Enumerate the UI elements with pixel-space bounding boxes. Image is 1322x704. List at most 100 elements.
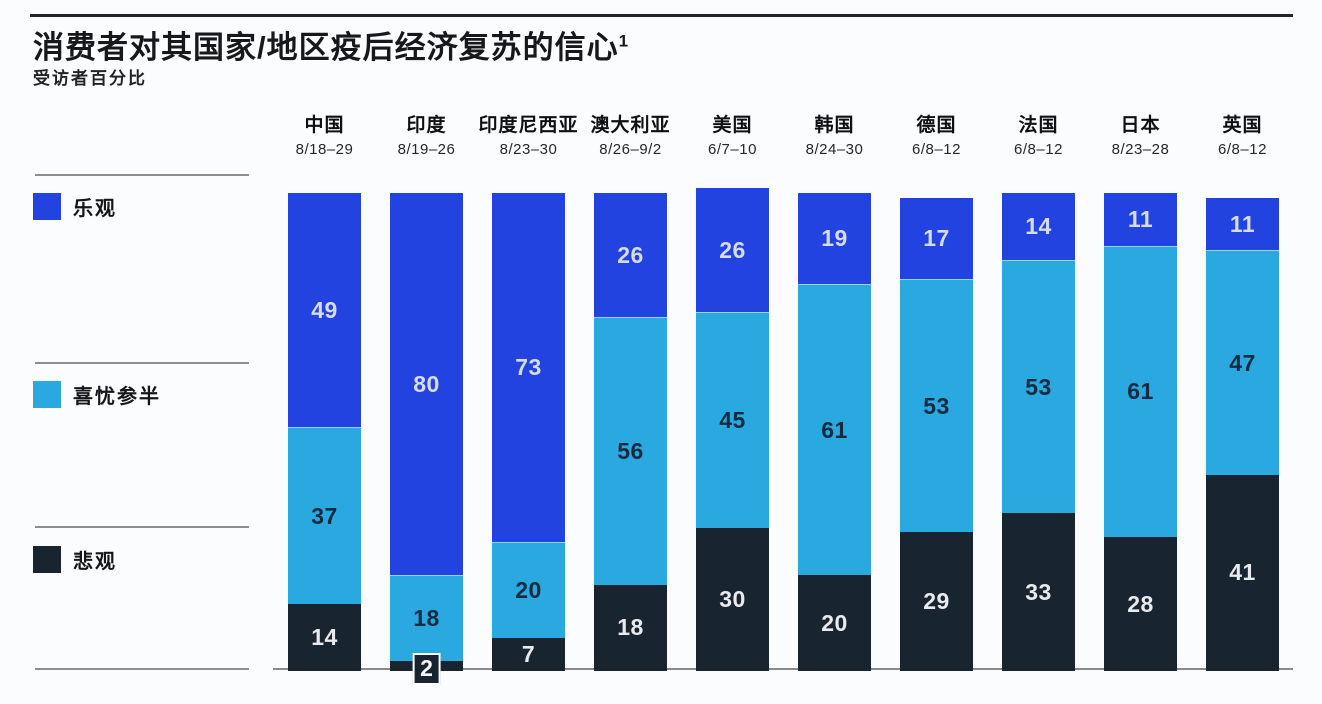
bar-value-label: 20	[515, 576, 542, 603]
bar-value-label: 28	[1127, 590, 1154, 617]
column-header-3: 印度尼西亚 8/23–30	[449, 113, 609, 161]
country-label: 英国	[1222, 115, 1263, 136]
bar-segment-optimistic: 19	[798, 193, 871, 284]
bar-segment-pessimistic: 30	[696, 527, 769, 671]
bar-7: 17 53 29	[900, 197, 973, 671]
bar-value-label: 41	[1229, 559, 1256, 586]
country-label: 德国	[916, 115, 957, 136]
bar-segment-optimistic: 11	[1104, 193, 1177, 246]
bar-value-label: 49	[311, 296, 338, 323]
bar-value-label: 47	[1229, 349, 1256, 376]
top-divider-rule	[30, 14, 1293, 17]
bar-value-label: 26	[617, 241, 644, 268]
bar-6: 19 61 20	[798, 193, 871, 671]
bar-segment-pessimistic: 20	[798, 575, 871, 671]
legend-label-optimistic: 乐观	[73, 198, 117, 220]
survey-date-label: 6/8–12	[1218, 141, 1267, 158]
legend-divider	[35, 668, 249, 670]
bar-value-label: 18	[617, 614, 644, 641]
bar-2: 80 18 2	[390, 193, 463, 685]
column-header-10: 英国 6/8–12	[1163, 113, 1322, 161]
bar-5: 26 45 30	[696, 188, 769, 671]
bar-value-label: 33	[1025, 578, 1052, 605]
bar-9: 11 61 28	[1104, 193, 1177, 671]
country-label: 日本	[1120, 115, 1161, 136]
column-header-6: 韩国 8/24–30	[755, 113, 915, 161]
bar-segment-pessimistic: 41	[1206, 475, 1279, 671]
bar-value-label: 53	[923, 392, 950, 419]
bar-1: 49 37 14	[288, 193, 361, 671]
bar-value-label: 29	[923, 588, 950, 615]
column-header-1: 中国 8/18–29	[245, 113, 405, 161]
country-label: 印度	[406, 115, 447, 136]
bar-value-label: 61	[821, 416, 848, 443]
survey-date-label: 8/26–9/2	[599, 141, 662, 158]
country-label: 澳大利亚	[590, 115, 671, 136]
column-header-5: 美国 6/7–10	[653, 113, 813, 161]
survey-date-label: 8/18–29	[295, 141, 354, 158]
legend-swatch-pessimistic	[33, 546, 61, 573]
bar-value-label: 56	[617, 438, 644, 465]
bar-value-label: 73	[515, 353, 542, 380]
bar-value-label: 14	[1025, 212, 1052, 239]
legend-divider	[35, 362, 249, 364]
survey-date-label: 8/23–28	[1111, 141, 1170, 158]
bar-segment-optimistic: 26	[696, 188, 769, 313]
bar-segment-pessimistic: 28	[1104, 537, 1177, 671]
bar-value-label: 11	[1229, 210, 1256, 237]
column-header-9: 日本 8/23–28	[1061, 113, 1221, 161]
bar-value-label: 26	[719, 236, 746, 263]
bar-segment-mixed: 61	[1104, 245, 1177, 538]
bar-segment-mixed: 61	[798, 283, 871, 576]
bar-segment-optimistic: 49	[288, 193, 361, 428]
bar-value-label: 17	[923, 224, 950, 251]
page-subtitle: 受访者百分比	[33, 69, 147, 88]
bar-segment-optimistic: 80	[390, 193, 463, 576]
bar-value-label: 18	[413, 605, 440, 632]
bar-segment-mixed: 47	[1206, 250, 1279, 475]
bar-value-label: 61	[1127, 378, 1154, 405]
bar-value-badge: 2	[412, 653, 441, 685]
country-label: 美国	[712, 115, 753, 136]
legend-item-optimistic: 乐观	[33, 192, 117, 221]
bar-segment-optimistic: 26	[594, 193, 667, 318]
country-label: 法国	[1018, 115, 1059, 136]
legend-divider	[35, 526, 249, 528]
survey-date-label: 6/8–12	[1014, 141, 1063, 158]
column-header-2: 印度 8/19–26	[347, 113, 507, 161]
legend-label-mixed: 喜忧参半	[73, 386, 161, 408]
bar-segment-mixed: 56	[594, 317, 667, 585]
bar-value-label: 30	[719, 585, 746, 612]
bar-value-label: 45	[719, 407, 746, 434]
bar-segment-optimistic: 14	[1002, 193, 1075, 260]
bar-segment-pessimistic: 29	[900, 532, 973, 671]
bar-segment-pessimistic: 14	[288, 604, 361, 671]
column-header-4: 澳大利亚 8/26–9/2	[551, 113, 711, 161]
legend-swatch-optimistic	[33, 193, 61, 220]
country-label: 中国	[304, 115, 345, 136]
column-header-7: 德国 6/8–12	[857, 113, 1017, 161]
survey-date-label: 8/23–30	[499, 141, 558, 158]
page-title: 消费者对其国家/地区疫后经济复苏的信心1	[33, 22, 629, 67]
bar-segment-pessimistic: 33	[1002, 513, 1075, 671]
bar-value-label: 37	[311, 502, 338, 529]
bar-segment-pessimistic: 7	[492, 637, 565, 671]
bar-value-label: 19	[821, 224, 848, 251]
bar-segment-mixed: 20	[492, 541, 565, 638]
country-label: 韩国	[814, 115, 855, 136]
page-title-text: 消费者对其国家/地区疫后经济复苏的信心	[33, 30, 619, 65]
country-label: 印度尼西亚	[478, 115, 579, 136]
bar-segment-mixed: 53	[900, 279, 973, 533]
bar-3: 73 20 7	[492, 193, 565, 671]
bar-segment-mixed: 53	[1002, 259, 1075, 514]
survey-date-label: 8/24–30	[805, 141, 864, 158]
bar-value-label: 53	[1025, 373, 1052, 400]
bar-value-label: 80	[413, 370, 440, 397]
column-header-8: 法国 6/8–12	[959, 113, 1119, 161]
bar-value-label: 20	[821, 609, 848, 636]
legend-item-pessimistic: 悲观	[33, 545, 117, 574]
survey-date-label: 8/19–26	[397, 141, 456, 158]
bar-segment-mixed: 37	[288, 427, 361, 605]
survey-date-label: 6/7–10	[708, 141, 757, 158]
